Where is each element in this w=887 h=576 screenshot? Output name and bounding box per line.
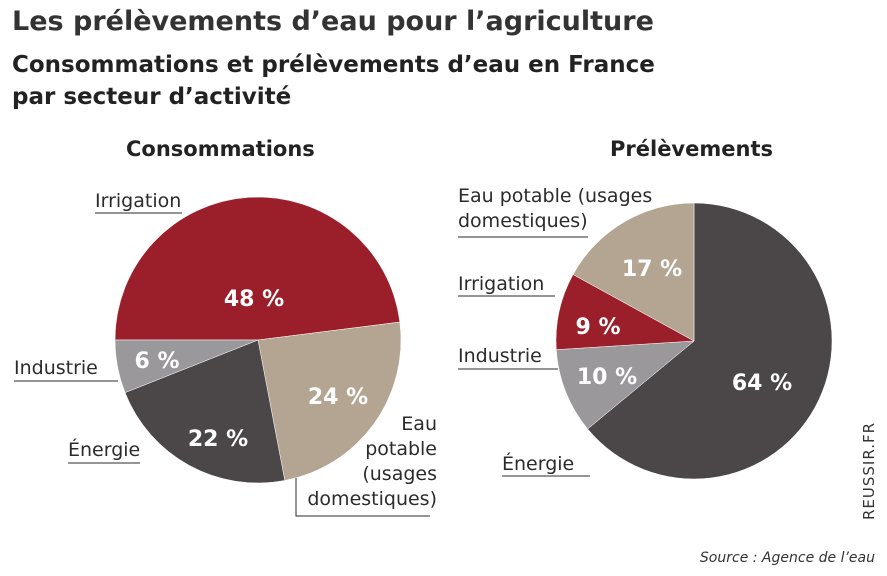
pie-slice-energie [124, 339, 286, 484]
slice-label-eau_potable: potable [365, 438, 437, 460]
slice-percent-industrie: 10 % [577, 365, 637, 390]
consommations-chart-title: Consommations [126, 137, 315, 161]
slice-label-irrigation: Irrigation [458, 273, 544, 295]
slice-label-eau_potable: (usages [362, 463, 437, 485]
subtitle-line-1: Consommations et prélèvements d’eau en F… [12, 52, 655, 78]
slice-label-eau_potable: domestiques) [307, 488, 437, 510]
pie-slice-energie [587, 202, 833, 480]
prelevements-chart-title: Prélèvements [610, 137, 773, 161]
source-note: Source : Agence de l’eau [699, 550, 875, 566]
slice-label-energie: Énergie [68, 438, 140, 461]
subtitle-line-2: par secteur d’activité [12, 84, 292, 110]
pie-slice-eau_potable [572, 202, 695, 342]
pie-slice-irrigation [114, 196, 401, 341]
credit-text: REUSSIR.FR [860, 421, 878, 520]
slice-percent-eau_potable: 17 % [622, 257, 682, 282]
slice-percent-industrie: 6 % [134, 349, 179, 374]
slice-label-eau_potable: domestiques) [458, 210, 588, 232]
slice-label-industrie: Industrie [458, 345, 542, 367]
pie-slice-industrie [556, 340, 695, 430]
slice-label-industrie: Industrie [14, 357, 98, 379]
pie-slice-industrie [114, 339, 259, 393]
slice-label-energie: Énergie [502, 452, 574, 475]
leader-line-eau_potable [295, 478, 430, 517]
slice-label-eau_potable: Eau [401, 413, 437, 435]
slice-label-irrigation: Irrigation [95, 190, 181, 212]
pie-slice-eau_potable [257, 321, 402, 481]
slice-percent-energie: 64 % [732, 371, 792, 396]
page-title: Les prélèvements d’eau pour l’agricultur… [12, 6, 654, 37]
slice-percent-energie: 22 % [188, 427, 248, 452]
slice-percent-irrigation: 9 % [575, 315, 620, 340]
slice-percent-eau_potable: 24 % [308, 385, 368, 410]
slice-percent-irrigation: 48 % [224, 287, 284, 312]
slice-label-eau_potable: Eau potable (usages [458, 185, 652, 207]
